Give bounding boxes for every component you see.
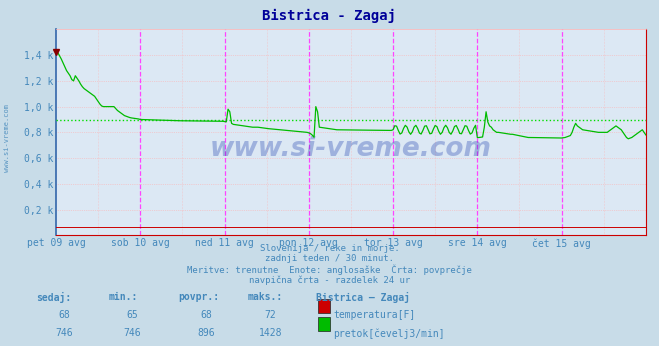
Text: Bistrica – Zagaj: Bistrica – Zagaj: [316, 292, 411, 303]
Text: 1428: 1428: [258, 328, 282, 338]
Text: 746: 746: [55, 328, 72, 338]
Text: 72: 72: [264, 310, 276, 320]
Text: 65: 65: [126, 310, 138, 320]
Text: zadnji teden / 30 minut.: zadnji teden / 30 minut.: [265, 254, 394, 263]
Text: temperatura[F]: temperatura[F]: [333, 310, 416, 320]
Text: www.si-vreme.com: www.si-vreme.com: [210, 136, 492, 162]
Text: maks.:: maks.:: [247, 292, 282, 302]
Text: 746: 746: [123, 328, 140, 338]
Text: Slovenija / reke in morje.: Slovenija / reke in morje.: [260, 244, 399, 253]
Text: navpična črta - razdelek 24 ur: navpična črta - razdelek 24 ur: [249, 275, 410, 284]
Text: sedaj:: sedaj:: [36, 292, 71, 303]
Text: Bistrica - Zagaj: Bistrica - Zagaj: [262, 9, 397, 23]
Text: Meritve: trenutne  Enote: anglosaške  Črta: povprečje: Meritve: trenutne Enote: anglosaške Črta…: [187, 265, 472, 275]
Text: www.si-vreme.com: www.si-vreme.com: [3, 104, 10, 172]
Text: 68: 68: [58, 310, 70, 320]
Text: min.:: min.:: [109, 292, 138, 302]
Text: 896: 896: [198, 328, 215, 338]
Text: povpr.:: povpr.:: [178, 292, 219, 302]
Text: 68: 68: [200, 310, 212, 320]
Text: pretok[čevelj3/min]: pretok[čevelj3/min]: [333, 328, 445, 339]
